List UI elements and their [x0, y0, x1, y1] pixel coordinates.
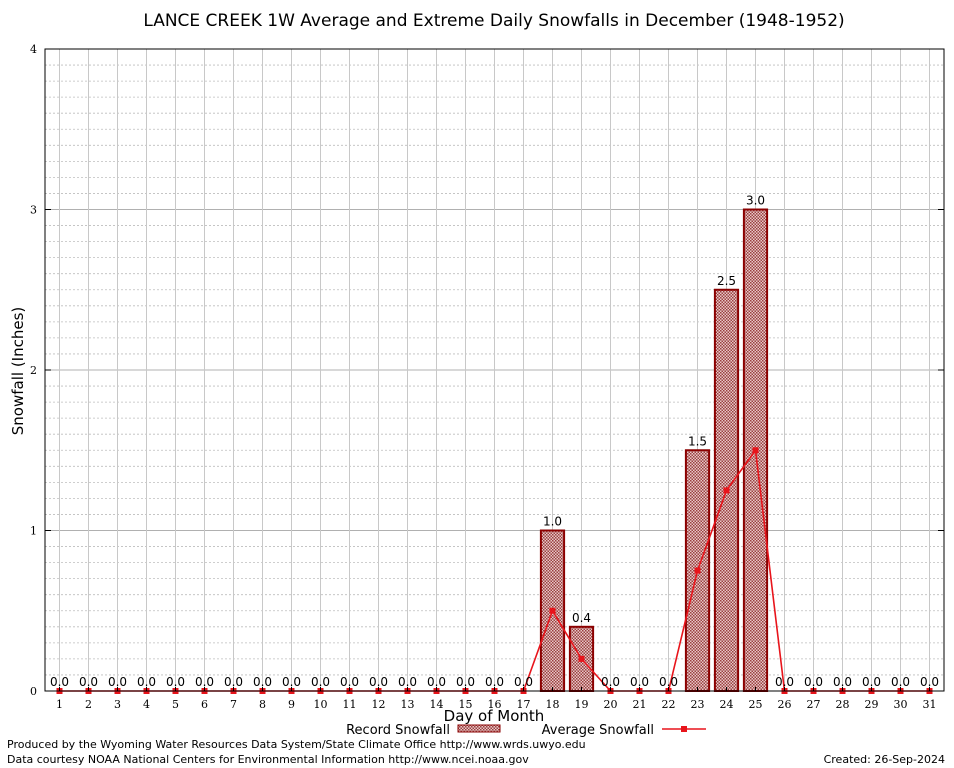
y-tick-label: 1: [30, 525, 37, 538]
data-label-day-8: 0.0: [253, 675, 272, 689]
legend-label-average: Average Snowfall: [542, 723, 654, 738]
data-label-day-25: 3.0: [746, 194, 765, 208]
footer-credit-wrds: Produced by the Wyoming Water Resources …: [7, 738, 586, 751]
x-tick-label: 7: [230, 698, 237, 711]
data-label-day-2: 0.0: [79, 675, 98, 689]
x-tick-label: 8: [259, 698, 266, 711]
x-tick-label: 31: [923, 698, 937, 711]
data-label-day-30: 0.0: [891, 675, 910, 689]
data-label-day-15: 0.0: [456, 675, 475, 689]
y-axis-label: Snowfall (Inches): [9, 307, 27, 435]
data-label-day-19: 0.4: [572, 611, 591, 625]
data-label-day-29: 0.0: [862, 675, 881, 689]
x-tick-label: 28: [836, 698, 850, 711]
data-label-day-31: 0.0: [920, 675, 939, 689]
data-label-day-23: 1.5: [688, 434, 707, 448]
data-label-day-26: 0.0: [775, 675, 794, 689]
x-tick-label: 23: [691, 698, 705, 711]
data-label-day-9: 0.0: [282, 675, 301, 689]
x-tick-label: 9: [288, 698, 295, 711]
x-tick-label: 13: [401, 698, 415, 711]
x-tick-label: 20: [604, 698, 618, 711]
data-label-day-11: 0.0: [340, 675, 359, 689]
x-tick-label: 16: [488, 698, 502, 711]
x-tick-label: 27: [807, 698, 821, 711]
footer-credit-noaa: Data courtesy NOAA National Centers for …: [7, 753, 529, 766]
data-label-day-21: 0.0: [630, 675, 649, 689]
data-label-day-13: 0.0: [398, 675, 417, 689]
x-tick-label: 5: [172, 698, 179, 711]
x-tick-label: 10: [314, 698, 328, 711]
x-tick-label: 25: [749, 698, 763, 711]
data-label-day-27: 0.0: [804, 675, 823, 689]
footer-created-date: Created: 26-Sep-2024: [824, 753, 945, 766]
y-tick-label: 3: [30, 204, 37, 217]
x-tick-label: 2: [85, 698, 92, 711]
x-tick-label: 26: [778, 698, 792, 711]
chart-title: LANCE CREEK 1W Average and Extreme Daily…: [143, 11, 844, 31]
data-label-day-24: 2.5: [717, 274, 736, 288]
data-label-day-14: 0.0: [427, 675, 446, 689]
data-label-day-18: 1.0: [543, 515, 562, 529]
data-label-day-16: 0.0: [485, 675, 504, 689]
x-tick-label: 15: [459, 698, 473, 711]
average-point-day-23: [694, 567, 701, 574]
legend-swatch-record: [457, 724, 501, 733]
y-tick-label: 4: [30, 43, 37, 56]
x-axis-label: Day of Month: [444, 707, 545, 725]
data-label-day-6: 0.0: [195, 675, 214, 689]
data-labels: 0.0 0.0 0.0 0.0 0.0 0.0 0.0 0.0 0.0 0.0 0.0 0.0 0.0 0…: [50, 194, 939, 690]
x-tick-label: 1: [56, 698, 63, 711]
grid: [45, 49, 944, 691]
y-tick-label: 2: [30, 364, 37, 377]
data-label-day-10: 0.0: [311, 675, 330, 689]
x-tick-label: 4: [143, 698, 150, 711]
x-tick-label: 22: [662, 698, 676, 711]
x-tick-label: 18: [546, 698, 560, 711]
x-tick-label: 30: [894, 698, 908, 711]
x-tick-label: 24: [720, 698, 734, 711]
data-label-day-20: 0.0: [601, 675, 620, 689]
data-label-day-4: 0.0: [137, 675, 156, 689]
data-label-day-22: 0.0: [659, 675, 678, 689]
x-tick-label: 6: [201, 698, 208, 711]
x-tick-label: 29: [865, 698, 879, 711]
data-label-day-12: 0.0: [369, 675, 388, 689]
x-tick-label: 19: [575, 698, 589, 711]
data-label-day-28: 0.0: [833, 675, 852, 689]
x-tick-label: 3: [114, 698, 121, 711]
data-label-day-1: 0.0: [50, 675, 69, 689]
average-point-day-25: [752, 447, 759, 454]
data-label-day-7: 0.0: [224, 675, 243, 689]
x-tick-label: 12: [372, 698, 386, 711]
average-point-day-24: [723, 487, 730, 494]
data-label-day-3: 0.0: [108, 675, 127, 689]
y-tick-label: 0: [30, 685, 37, 698]
legend-marker-average: [681, 726, 687, 732]
data-label-day-17: 0.0: [514, 675, 533, 689]
x-tick-label: 14: [430, 698, 444, 711]
legend-label-record: Record Snowfall: [346, 723, 450, 738]
average-point-day-18: [549, 607, 556, 614]
x-tick-label: 17: [517, 698, 531, 711]
legend: Record Snowfall Average Snowfall: [346, 723, 706, 738]
x-tick-label: 11: [343, 698, 357, 711]
x-tick-label: 21: [633, 698, 647, 711]
average-point-day-19: [578, 655, 585, 662]
data-label-day-5: 0.0: [166, 675, 185, 689]
